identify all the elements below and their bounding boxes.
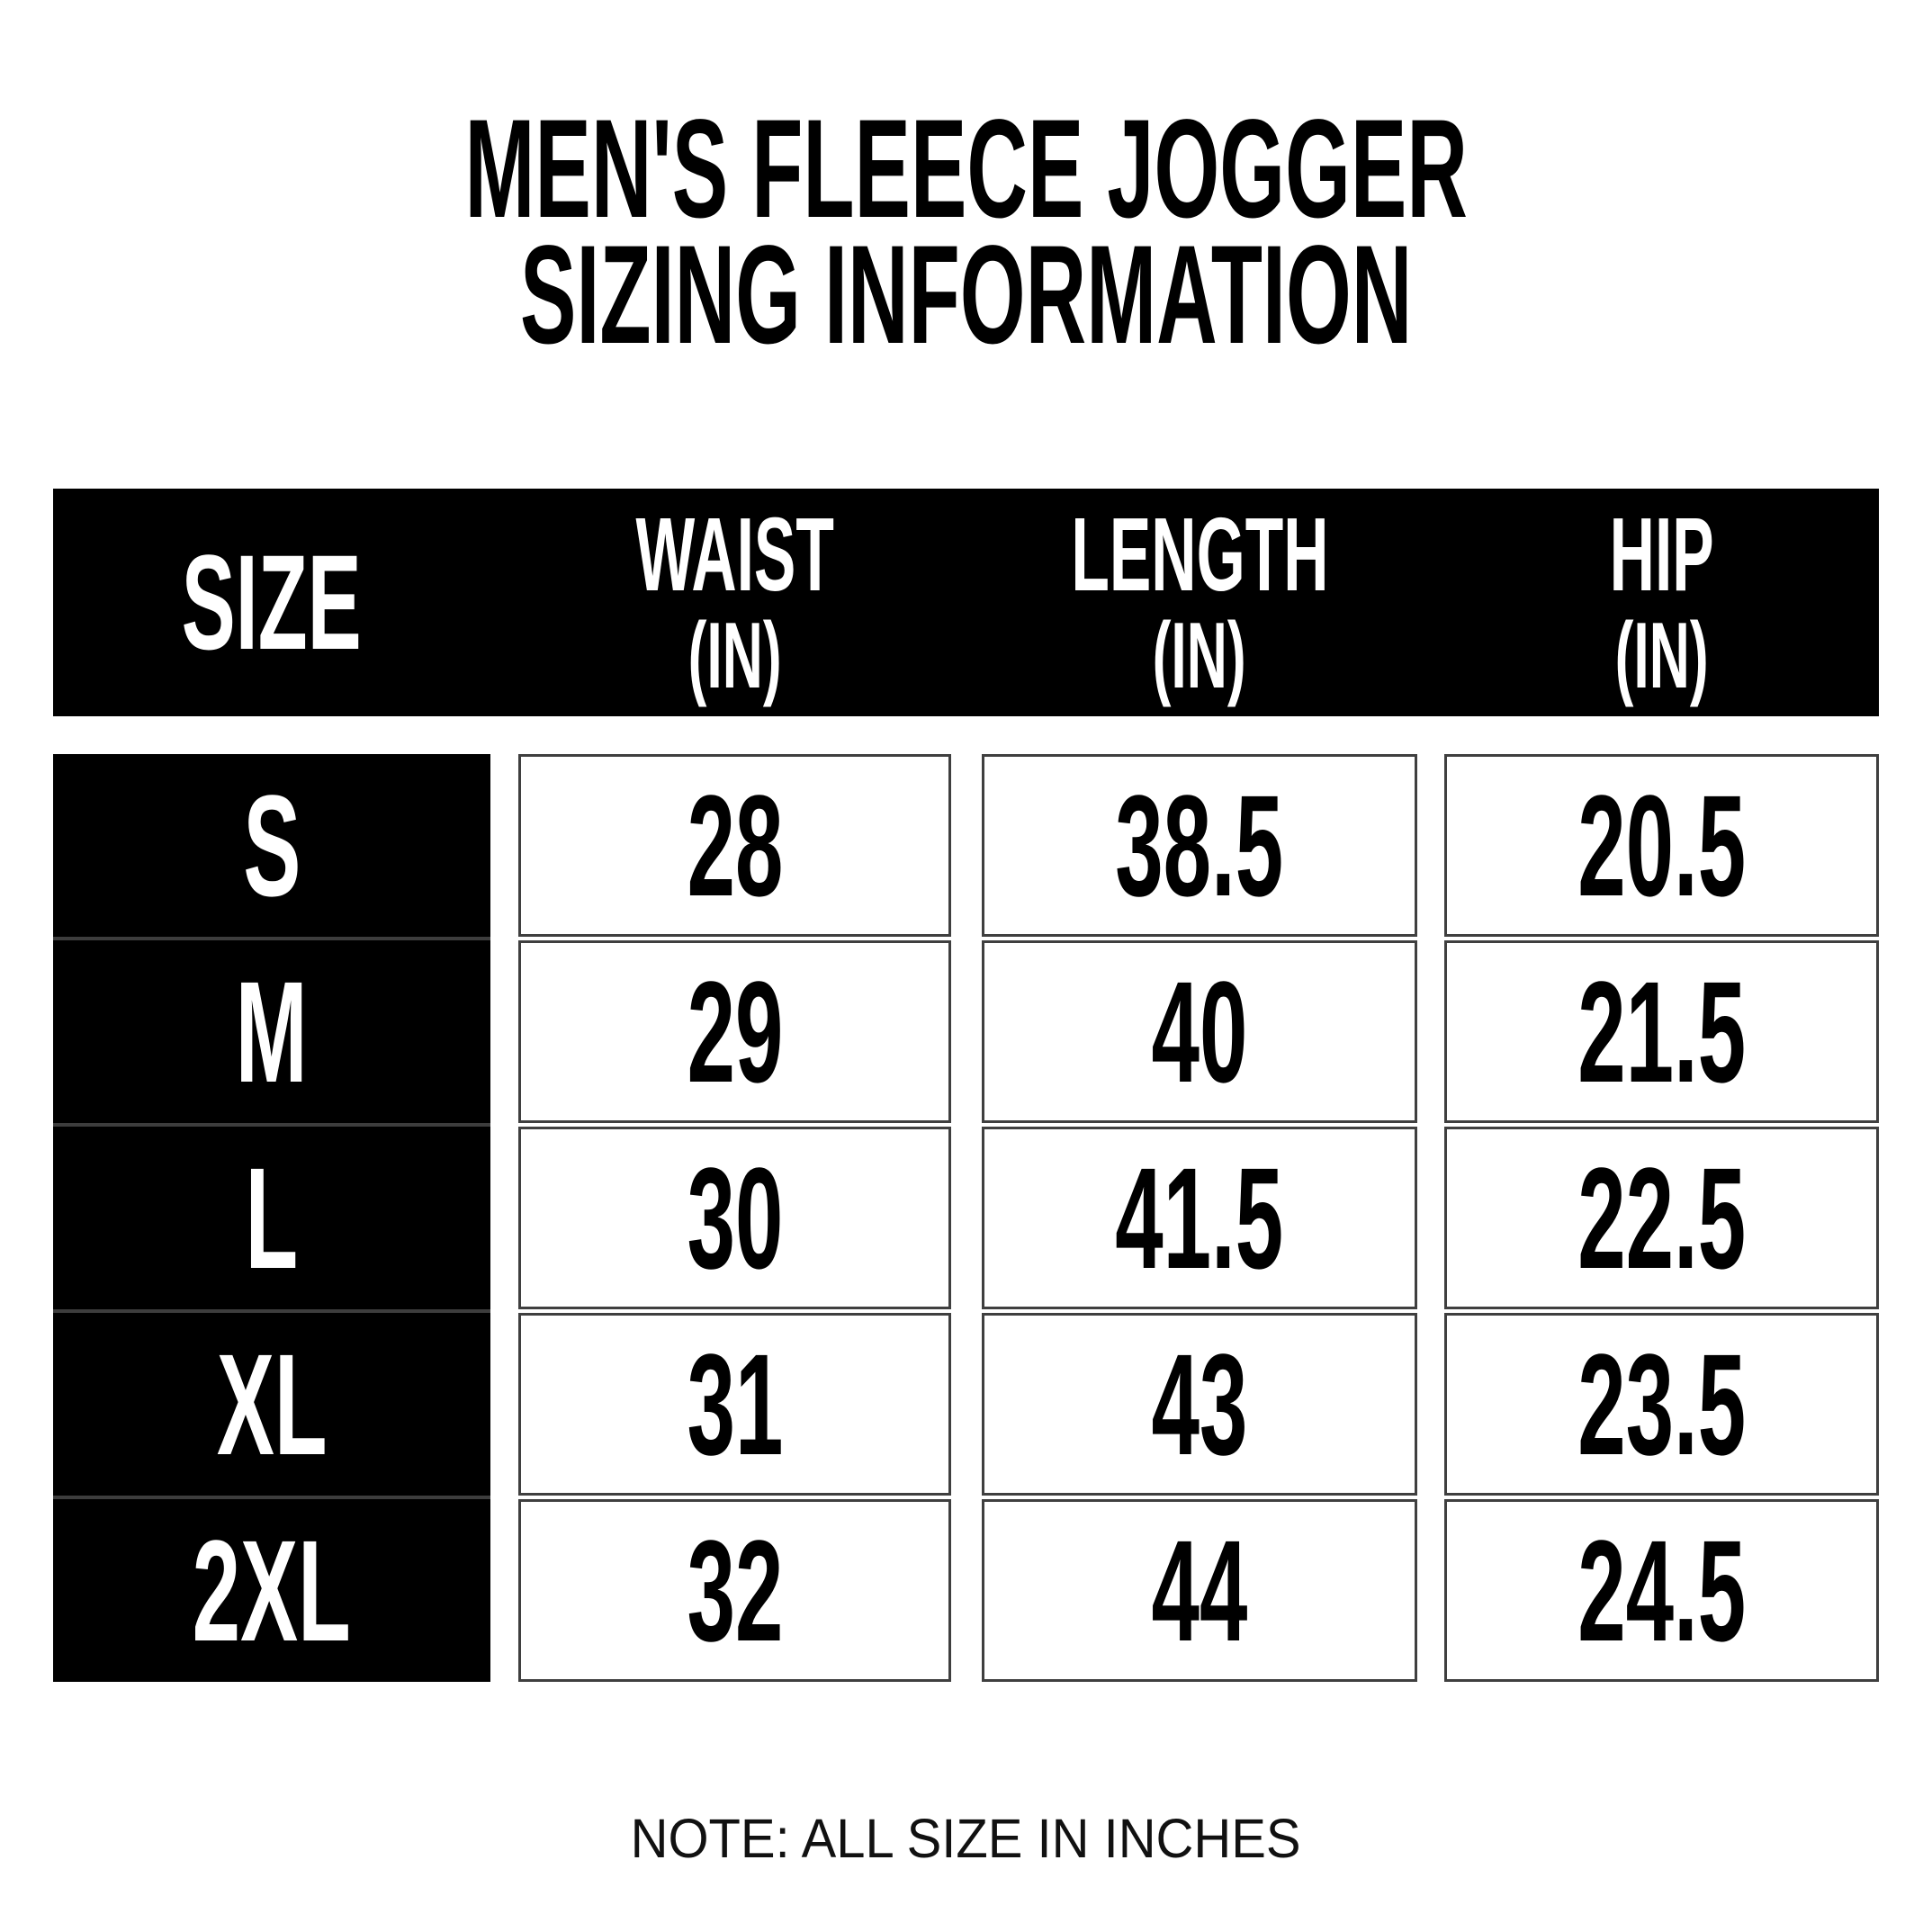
waist-value: 30 (687, 1137, 783, 1298)
size-column: S M L XL 2XL (53, 754, 490, 1682)
waist-value: 29 (687, 950, 783, 1112)
waist-cell-xl: 31 (518, 1313, 951, 1496)
title-line-2: SIZING INFORMATION (519, 217, 1413, 374)
waist-cell-l: 30 (518, 1127, 951, 1309)
hip-cell-s: 20.5 (1444, 754, 1879, 937)
waist-value: 32 (687, 1509, 783, 1671)
length-column: 38.5 40 41.5 43 44 (982, 754, 1417, 1682)
length-value: 40 (1151, 950, 1248, 1112)
length-cell-l: 41.5 (982, 1127, 1417, 1309)
size-cell-xl: XL (53, 1313, 490, 1496)
size-label: L (245, 1137, 299, 1298)
hip-value: 24.5 (1577, 1509, 1746, 1671)
header-waist-unit: (IN) (687, 603, 782, 708)
length-value: 44 (1151, 1509, 1248, 1671)
size-cell-m: M (53, 940, 490, 1123)
length-value: 38.5 (1115, 764, 1284, 926)
hip-cell-m: 21.5 (1444, 940, 1879, 1123)
header-hip: HIP (IN) (1444, 489, 1879, 716)
length-cell-s: 38.5 (982, 754, 1417, 937)
hip-column: 20.5 21.5 22.5 23.5 24.5 (1444, 754, 1879, 1682)
length-cell-m: 40 (982, 940, 1417, 1123)
waist-value: 31 (687, 1323, 783, 1485)
header-size-label: SIZE (181, 526, 363, 678)
size-label: S (242, 764, 301, 926)
waist-column: 28 29 30 31 32 (518, 754, 951, 1682)
size-label: 2XL (192, 1509, 352, 1671)
hip-cell-xl: 23.5 (1444, 1313, 1879, 1496)
waist-cell-s: 28 (518, 754, 951, 937)
header-size: SIZE (53, 489, 490, 716)
table-header-row: SIZE WAIST (IN) LENGTH (IN) HIP (IN) (53, 489, 1879, 716)
length-value: 41.5 (1115, 1137, 1284, 1298)
waist-cell-2xl: 32 (518, 1499, 951, 1682)
header-hip-unit: (IN) (1614, 603, 1709, 708)
footnote: NOTE: ALL SIZE IN INCHES (0, 1807, 1932, 1870)
waist-cell-m: 29 (518, 940, 951, 1123)
title-line-1: MEN'S FLEECE JOGGER (464, 91, 1468, 247)
header-waist: WAIST (IN) (518, 489, 951, 716)
header-hip-label: HIP (1609, 496, 1714, 614)
header-length: LENGTH (IN) (982, 489, 1417, 716)
size-cell-s: S (53, 754, 490, 937)
page-title: MEN'S FLEECE JOGGER SIZING INFORMATION (0, 91, 1932, 374)
hip-cell-l: 22.5 (1444, 1127, 1879, 1309)
length-value: 43 (1151, 1323, 1248, 1485)
size-label: XL (216, 1323, 328, 1485)
header-waist-label: WAIST (635, 496, 834, 614)
header-length-label: LENGTH (1070, 496, 1329, 614)
length-cell-xl: 43 (982, 1313, 1417, 1496)
size-cell-2xl: 2XL (53, 1499, 490, 1682)
header-length-unit: (IN) (1153, 603, 1246, 708)
footnote-text: NOTE: ALL SIZE IN INCHES (631, 1808, 1301, 1869)
hip-cell-2xl: 24.5 (1444, 1499, 1879, 1682)
hip-value: 22.5 (1577, 1137, 1746, 1298)
size-cell-l: L (53, 1127, 490, 1309)
hip-value: 21.5 (1577, 950, 1746, 1112)
length-cell-2xl: 44 (982, 1499, 1417, 1682)
size-label: M (236, 950, 308, 1112)
hip-value: 20.5 (1577, 764, 1746, 926)
waist-value: 28 (687, 764, 783, 926)
hip-value: 23.5 (1577, 1323, 1746, 1485)
